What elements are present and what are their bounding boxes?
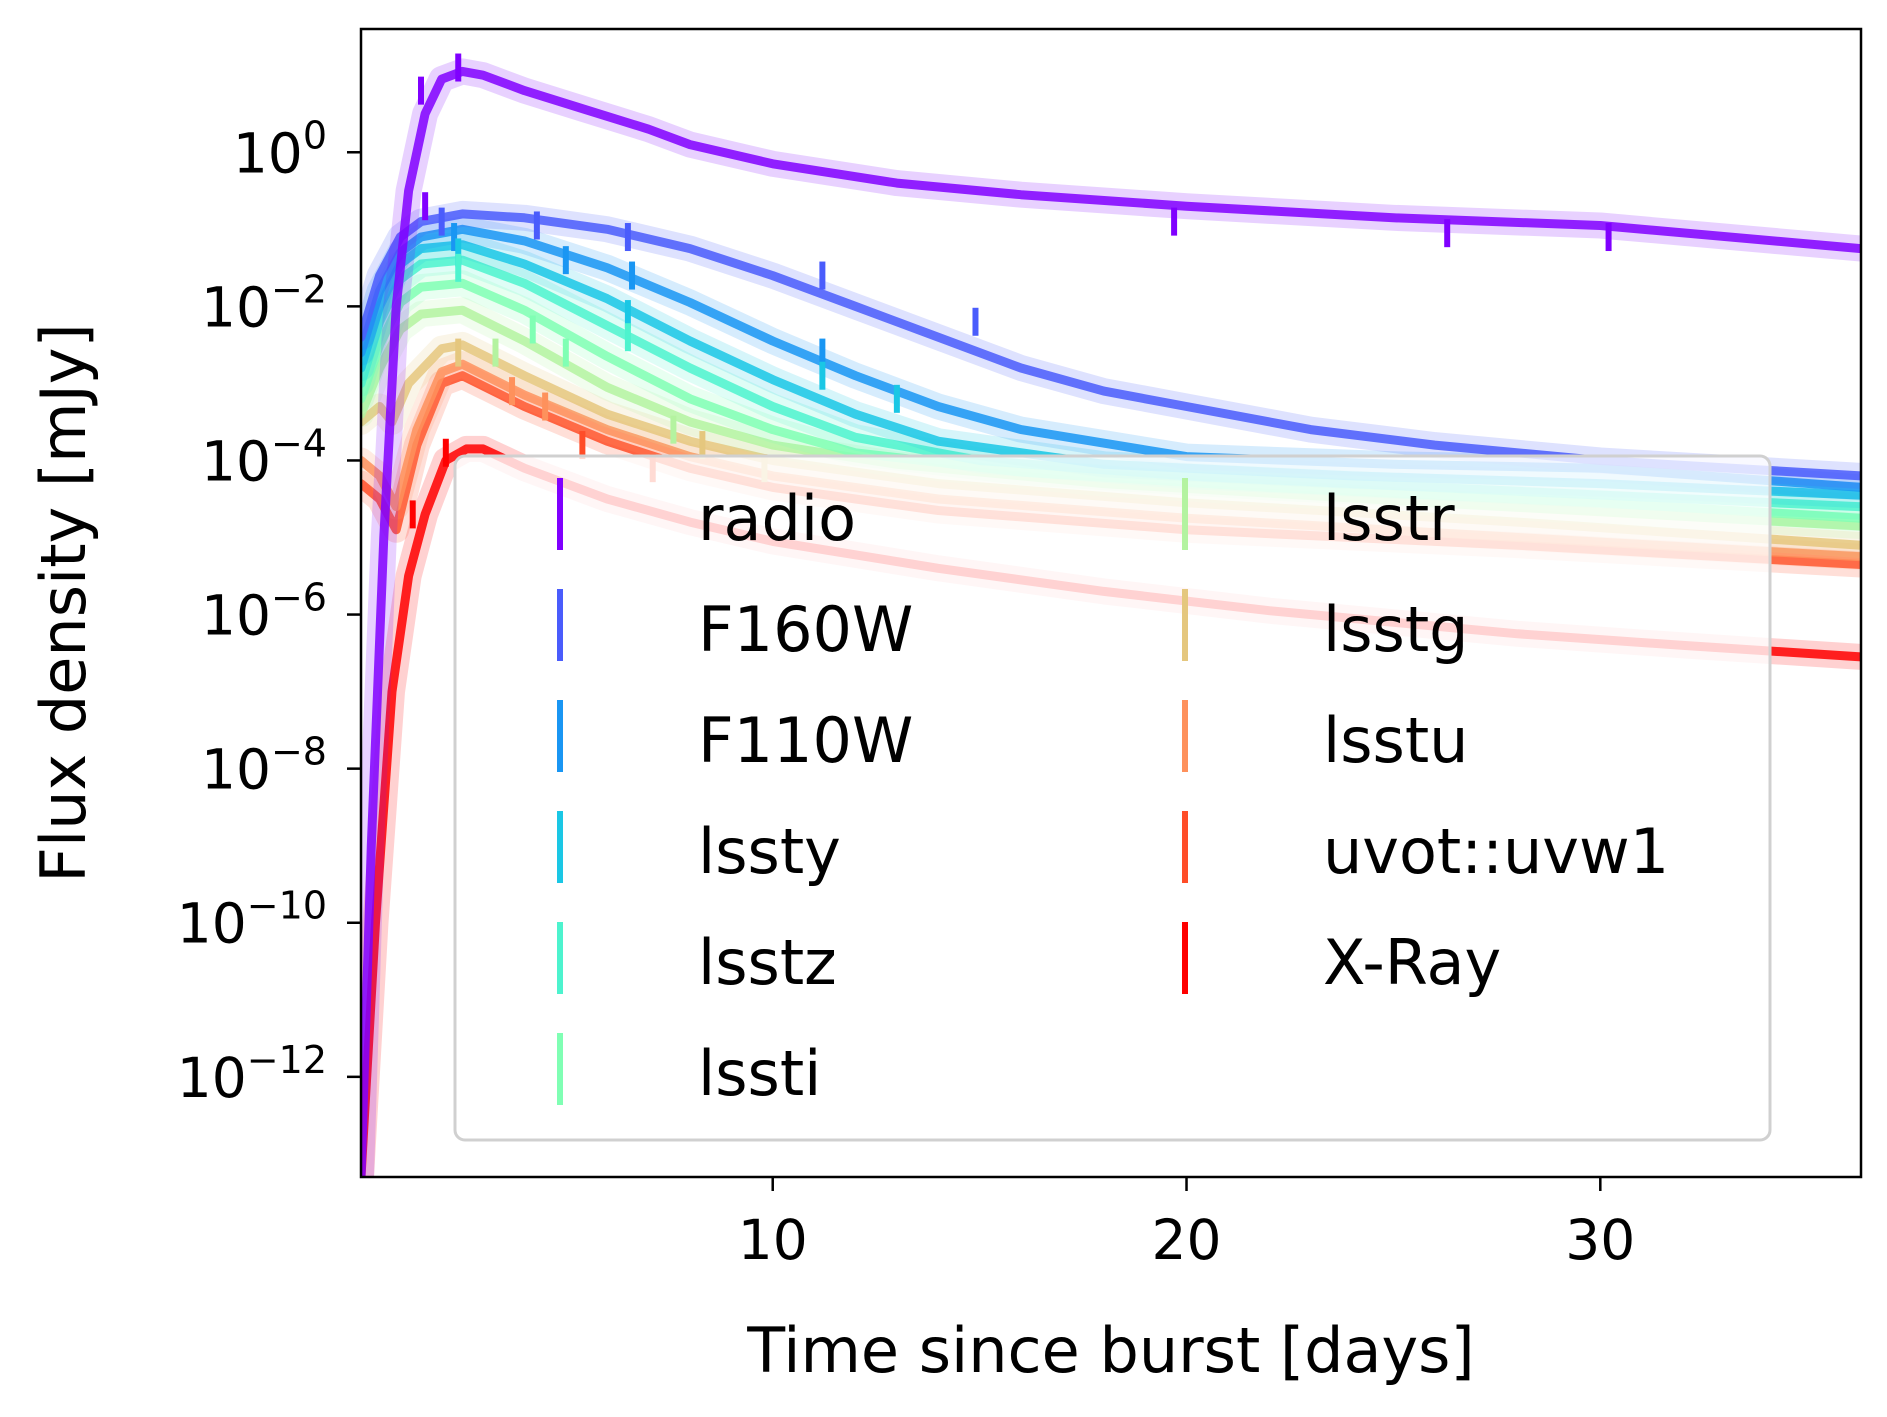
y-tick-label: 10−8 [201, 730, 327, 802]
y-tick-label: 10−10 [177, 884, 327, 956]
legend-entry-f160w: F160W [557, 589, 913, 666]
model-curve-f160w [361, 209, 1861, 481]
legend-label: F110W [698, 704, 913, 777]
legend-label: lssti [698, 1037, 821, 1110]
legend-label: lsstu [1323, 704, 1468, 777]
legend-box [453, 454, 1772, 1142]
y-axis: 100 10−2 10−4 10−6 10−8 10−10 10−12 [177, 113, 361, 1110]
legend: radio F160W F110W lssty lsstz lssti lsstr lsstg… [453, 454, 1772, 1142]
model-curve-radio [361, 66, 1861, 1177]
legend-entry-uvot-uvw1: uvot::uvw1 [1182, 811, 1669, 888]
legend-label: lssty [698, 815, 841, 888]
y-tick-label: 10−6 [201, 576, 327, 648]
x-tick-label: 10 [738, 1208, 808, 1272]
y-tick-label: 10−2 [201, 267, 327, 339]
legend-entry-lssti: lssti [557, 1033, 821, 1110]
legend-label: lsstg [1323, 593, 1469, 666]
legend-entry-lsstu: lsstu [1182, 700, 1468, 777]
legend-entry-f110w: F110W [557, 700, 913, 777]
x-axis-label: Time since burst [days] [746, 1314, 1474, 1387]
legend-entry-x-ray: X-Ray [1182, 922, 1501, 999]
legend-label: F160W [698, 593, 913, 666]
y-tick-label: 10−4 [201, 421, 327, 493]
legend-entry-lsstz: lsstz [557, 922, 837, 999]
legend-label: X-Ray [1323, 926, 1501, 999]
x-tick-label: 30 [1565, 1208, 1635, 1272]
y-axis-label: Flux density [mJy] [27, 323, 100, 882]
y-tick-label: 100 [233, 113, 327, 185]
legend-entry-lssty: lssty [557, 811, 841, 888]
legend-label: lsstr [1323, 482, 1455, 555]
legend-entry-lsstg: lsstg [1182, 589, 1469, 666]
legend-entry-lsstr: lsstr [1182, 478, 1455, 555]
legend-entry-radio: radio [557, 478, 856, 555]
x-axis: 10 20 30 [738, 1177, 1635, 1272]
x-tick-label: 20 [1152, 1208, 1222, 1272]
y-tick-label: 10−12 [177, 1038, 327, 1110]
legend-label: lsstz [698, 926, 837, 999]
plot-frame [359, 27, 1863, 1179]
legend-label: uvot::uvw1 [1323, 815, 1669, 888]
observed-points [409, 53, 1612, 529]
legend-label: radio [698, 482, 856, 555]
